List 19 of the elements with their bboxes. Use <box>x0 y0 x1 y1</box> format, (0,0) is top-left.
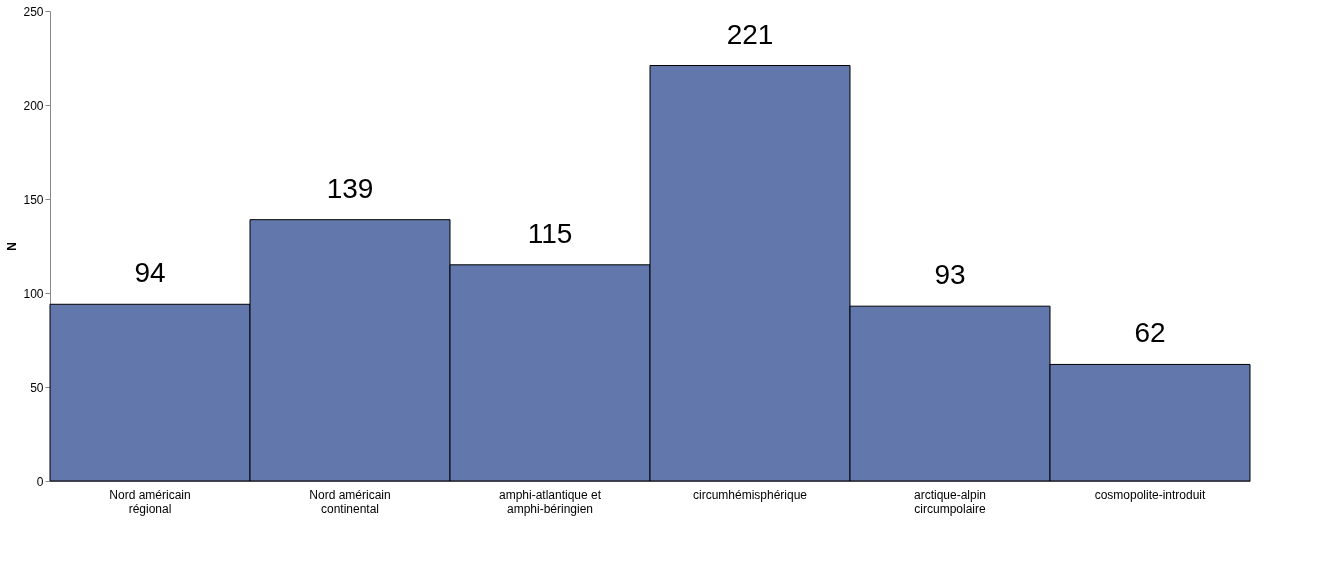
data-label: 115 <box>527 217 573 249</box>
y-tick-label: 0 <box>36 474 44 489</box>
x-tick-label: amphi-atlantique et amphi-béringien <box>498 487 602 516</box>
data-label: 221 <box>726 18 774 50</box>
x-tick-label: Nord américain régional <box>109 487 191 516</box>
data-label: 139 <box>326 172 374 204</box>
data-label: 94 <box>134 257 166 289</box>
y-tick-label: 50 <box>30 380 44 395</box>
x-tick-label: arctique-alpin circumpolaire <box>913 487 987 516</box>
data-label: 62 <box>1134 317 1166 349</box>
y-tick-label: 100 <box>23 286 44 301</box>
x-tick-label: cosmopolite-introduit <box>1094 487 1207 502</box>
data-label: 93 <box>934 259 966 291</box>
y-tick-label: 250 <box>23 4 44 19</box>
x-tick-label: Nord américain continental <box>309 487 391 516</box>
y-tick-label: 200 <box>23 98 44 113</box>
y-axis-title: N <box>5 242 20 251</box>
x-tick-label: circumhémisphérique <box>692 487 808 502</box>
y-tick-label: 150 <box>23 192 44 207</box>
